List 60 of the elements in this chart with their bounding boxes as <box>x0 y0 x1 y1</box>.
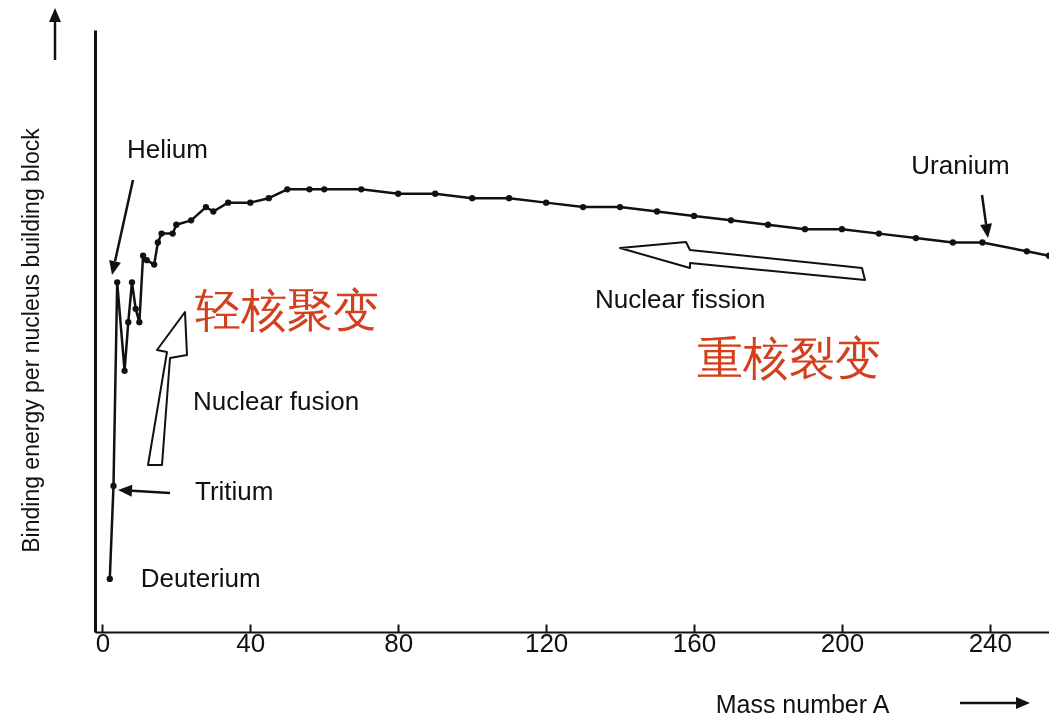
text: Helium <box>127 134 208 164</box>
y-axis-title: Binding energy per nucleus building block <box>17 127 44 553</box>
point <box>579 203 587 211</box>
point <box>875 230 883 237</box>
annotation: 轻核聚变 <box>195 284 379 336</box>
x-tick-label: 160 <box>672 627 717 658</box>
point <box>395 190 402 197</box>
point <box>265 195 272 202</box>
point <box>979 239 986 246</box>
point <box>154 239 162 246</box>
point <box>912 234 920 242</box>
x-tick-label: 200 <box>820 627 865 658</box>
point <box>1023 248 1030 255</box>
point <box>128 279 136 286</box>
point <box>690 212 698 220</box>
point <box>838 226 846 233</box>
point <box>727 217 735 224</box>
x-tick-label: 240 <box>968 627 1013 658</box>
point <box>121 367 128 374</box>
point <box>306 186 313 193</box>
point <box>801 226 809 233</box>
x-tick-label: 40 <box>236 627 266 658</box>
point <box>321 186 328 193</box>
point <box>358 186 365 193</box>
annotation: Nuclear fission <box>595 284 766 314</box>
point <box>173 221 180 228</box>
point <box>653 208 661 215</box>
point <box>202 203 210 211</box>
point <box>505 195 513 202</box>
point <box>432 190 439 197</box>
point <box>110 482 117 490</box>
point <box>187 217 195 224</box>
annotation: Nuclear fusion <box>193 386 360 416</box>
point <box>158 230 165 237</box>
point <box>169 230 176 237</box>
annotation: Uranium <box>911 150 1010 181</box>
point <box>132 305 139 313</box>
point <box>469 195 476 202</box>
point <box>143 257 150 264</box>
point <box>542 199 550 206</box>
point <box>139 252 147 259</box>
point <box>136 318 143 326</box>
point <box>106 575 113 583</box>
point <box>247 199 254 206</box>
point <box>764 221 772 228</box>
point <box>151 261 158 268</box>
point <box>284 186 291 193</box>
point <box>616 203 624 211</box>
annotation: Deuterium <box>140 562 261 593</box>
point <box>949 239 957 246</box>
point <box>210 208 217 215</box>
annotation: 重核裂变 <box>697 332 881 384</box>
point <box>114 279 121 286</box>
annotation: Tritium <box>195 476 274 506</box>
x-tick-label: 80 <box>384 627 414 658</box>
x-tick-label: 0 <box>95 627 111 658</box>
point <box>125 318 132 326</box>
x-axis-title: Mass number A <box>715 689 890 717</box>
point <box>224 199 232 206</box>
x-tick-label: 120 <box>524 627 569 658</box>
